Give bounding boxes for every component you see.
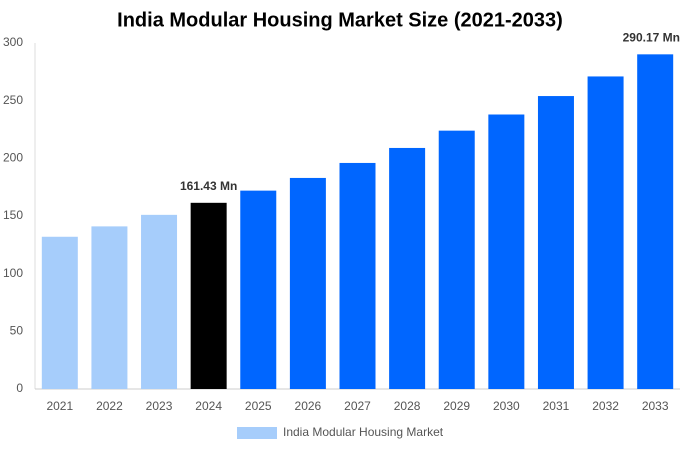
- bar: [637, 54, 674, 389]
- bar: [41, 236, 78, 389]
- bar: [240, 190, 277, 389]
- x-tick-label: 2023: [146, 399, 173, 413]
- y-tick-label: 150: [3, 208, 23, 222]
- bar: [141, 214, 178, 389]
- x-tick-label: 2024: [195, 399, 222, 413]
- y-tick-label: 250: [3, 93, 23, 107]
- bar: [339, 162, 376, 389]
- x-tick-label: 2026: [295, 399, 322, 413]
- bar: [91, 226, 128, 389]
- y-tick-label: 200: [3, 151, 23, 165]
- legend-label: India Modular Housing Market: [283, 425, 444, 439]
- x-tick-label: 2021: [46, 399, 73, 413]
- chart-title: India Modular Housing Market Size (2021-…: [117, 9, 563, 31]
- bar: [537, 96, 574, 389]
- y-tick-label: 100: [3, 266, 23, 280]
- y-tick-label: 50: [10, 324, 24, 338]
- x-tick-label: 2022: [96, 399, 123, 413]
- x-tick-label: 2029: [443, 399, 470, 413]
- x-tick-label: 2033: [642, 399, 669, 413]
- bar: [190, 202, 227, 389]
- x-tick-label: 2032: [592, 399, 619, 413]
- legend-swatch: [237, 427, 277, 439]
- x-tick-label: 2030: [493, 399, 520, 413]
- bar: [587, 76, 624, 390]
- bar: [289, 177, 326, 389]
- x-tick-label: 2031: [543, 399, 570, 413]
- x-tick-label: 2028: [394, 399, 421, 413]
- data-label: 161.43 Mn: [180, 179, 237, 193]
- x-tick-label: 2025: [245, 399, 272, 413]
- x-tick-label: 2027: [344, 399, 371, 413]
- bar: [488, 114, 525, 390]
- bar: [389, 147, 426, 389]
- y-tick-label: 300: [3, 35, 23, 49]
- bar: [438, 130, 475, 390]
- y-tick-label: 0: [16, 381, 23, 395]
- data-label: 290.17 Mn: [623, 31, 680, 45]
